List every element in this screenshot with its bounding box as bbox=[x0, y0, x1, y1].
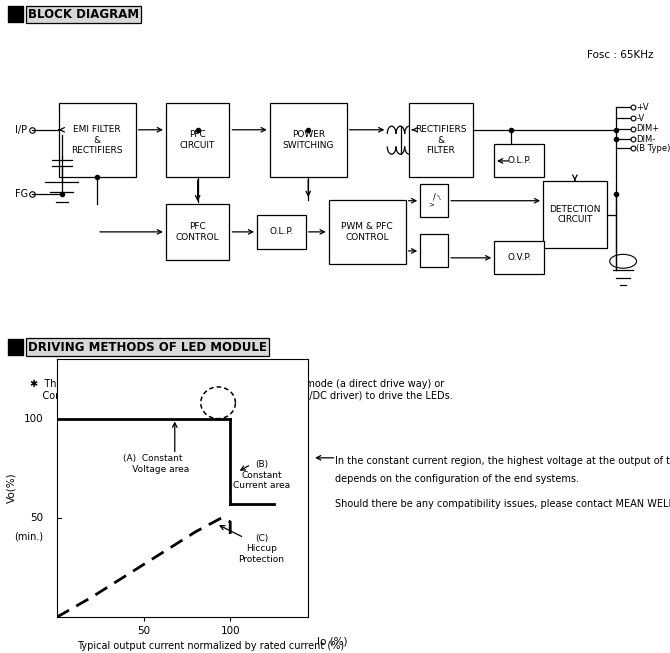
Text: O.L.P.: O.L.P. bbox=[507, 157, 531, 165]
Text: -V: -V bbox=[636, 114, 645, 123]
Text: Io (%): Io (%) bbox=[317, 637, 347, 647]
Text: /: / bbox=[433, 192, 436, 201]
Bar bbox=[409, 103, 473, 178]
Text: O.L.P.: O.L.P. bbox=[269, 227, 293, 236]
Bar bbox=[329, 200, 406, 264]
Text: (B Type): (B Type) bbox=[636, 144, 670, 153]
Text: RECTIFIERS
&
FILTER: RECTIFIERS & FILTER bbox=[415, 125, 466, 155]
Text: depends on the configuration of the end systems.: depends on the configuration of the end … bbox=[335, 474, 579, 484]
Text: Should there be any compatibility issues, please contact MEAN WELL.: Should there be any compatibility issues… bbox=[335, 500, 670, 509]
Text: PFC
CONTROL: PFC CONTROL bbox=[176, 222, 220, 242]
Text: ✱  This series is able to work in either Constant Current mode (a direct drive w: ✱ This series is able to work in either … bbox=[30, 379, 453, 401]
Bar bbox=[257, 215, 306, 249]
Bar bbox=[543, 181, 607, 248]
Bar bbox=[269, 103, 347, 178]
Text: PWM & PFC
CONTROL: PWM & PFC CONTROL bbox=[341, 222, 393, 242]
Text: (A)  Constant
      Voltage area: (A) Constant Voltage area bbox=[115, 454, 190, 474]
Text: EMI FILTER
&
RECTIFIERS: EMI FILTER & RECTIFIERS bbox=[72, 125, 123, 155]
Text: Fosc : 65KHz: Fosc : 65KHz bbox=[587, 50, 653, 60]
Bar bbox=[166, 103, 229, 178]
Text: /: / bbox=[437, 195, 442, 200]
Text: POWER
SWITCHING: POWER SWITCHING bbox=[283, 131, 334, 150]
Text: +V: +V bbox=[636, 103, 649, 112]
Text: FG: FG bbox=[15, 189, 28, 199]
Bar bbox=[59, 103, 135, 178]
Bar bbox=[494, 144, 544, 178]
Text: DRIVING METHODS OF LED MODULE: DRIVING METHODS OF LED MODULE bbox=[28, 341, 267, 354]
Bar bbox=[494, 242, 544, 274]
Text: BLOCK DIAGRAM: BLOCK DIAGRAM bbox=[28, 8, 139, 21]
Text: DIM-: DIM- bbox=[636, 135, 656, 144]
Bar bbox=[166, 204, 229, 259]
Text: In the constant current region, the highest voltage at the output of the driver: In the constant current region, the high… bbox=[335, 456, 670, 466]
Text: 50: 50 bbox=[30, 513, 43, 523]
Bar bbox=[8, 6, 23, 22]
Text: 100: 100 bbox=[23, 413, 43, 424]
Text: PFC
CIRCUIT: PFC CIRCUIT bbox=[180, 131, 215, 150]
Text: I/P: I/P bbox=[15, 125, 27, 135]
Text: DIM+: DIM+ bbox=[636, 124, 660, 133]
Text: (B)
Constant
Current area: (B) Constant Current area bbox=[233, 460, 290, 490]
Text: Vo(%): Vo(%) bbox=[7, 473, 17, 503]
Text: DETECTION
CIRCUIT: DETECTION CIRCUIT bbox=[549, 205, 600, 224]
Text: >: > bbox=[428, 201, 433, 207]
Bar bbox=[420, 184, 448, 217]
Text: (min.): (min.) bbox=[14, 532, 43, 542]
Text: (C)
Hiccup
Protection: (C) Hiccup Protection bbox=[239, 534, 285, 564]
Bar bbox=[420, 234, 448, 267]
Bar bbox=[8, 340, 23, 355]
Text: Typical output current normalized by rated current (%): Typical output current normalized by rat… bbox=[77, 641, 344, 651]
Text: O.V.P.: O.V.P. bbox=[507, 253, 531, 263]
